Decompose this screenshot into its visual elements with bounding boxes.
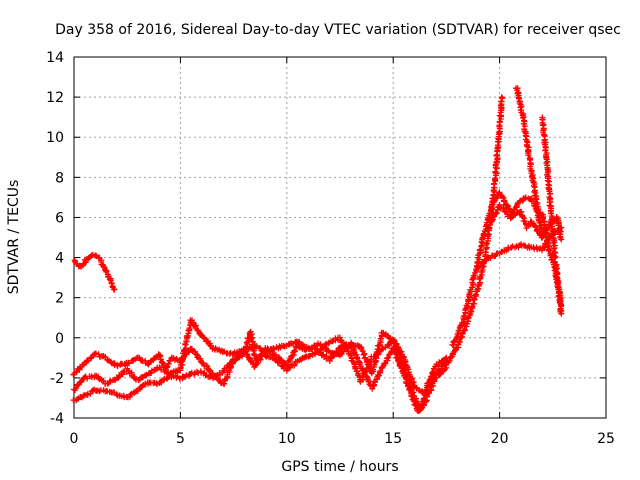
data-point-marker [92, 252, 99, 259]
x-tick-label: 0 [70, 431, 79, 447]
data-point-marker [442, 355, 449, 362]
data-point-marker [464, 318, 471, 325]
data-point-marker [253, 360, 260, 367]
data-point-marker [470, 272, 477, 279]
data-point-marker [496, 112, 503, 119]
data-point-marker [501, 198, 508, 204]
x-axis-tick-labels: 0 5 10 15 20 25 [70, 431, 615, 447]
data-point-marker [555, 222, 562, 229]
y-tick-label: 14 [46, 50, 64, 66]
data-point-marker [453, 334, 460, 341]
data-point-marker [345, 348, 352, 355]
data-point-marker [213, 373, 220, 379]
x-axis-label: GPS time / hours [281, 459, 398, 475]
chart-title: Day 358 of 2016, Sidereal Day-to-day VTE… [55, 22, 621, 38]
data-point-marker [540, 244, 547, 251]
data-point-marker [386, 335, 393, 342]
data-point-marker [558, 310, 565, 317]
series-group [71, 251, 118, 293]
data-point-marker [517, 241, 524, 248]
data-point-marker [203, 362, 210, 369]
data-point-marker [360, 367, 367, 374]
data-point-marker [385, 354, 392, 361]
data-point-marker [369, 385, 376, 392]
data-point-marker [518, 208, 525, 215]
y-tick-label: -2 [50, 371, 64, 387]
y-tick-label: 6 [55, 210, 64, 226]
data-point-marker [461, 313, 468, 320]
data-point-marker [233, 355, 240, 362]
data-point-marker [552, 254, 559, 261]
plot-area-frame [73, 56, 607, 419]
data-point-marker [477, 246, 484, 253]
data-point-marker [188, 346, 195, 353]
data-point-marker [193, 351, 200, 358]
data-point-marker [530, 183, 537, 189]
data-point-marker [111, 286, 118, 293]
data-point-marker [422, 398, 429, 405]
data-point-marker [125, 359, 132, 366]
data-point-marker [116, 373, 123, 380]
data-point-marker [201, 334, 208, 341]
data-point-marker [493, 210, 500, 217]
data-point-marker [493, 165, 500, 172]
data-point-marker [291, 347, 298, 354]
data-point-marker [347, 352, 354, 358]
series-group [70, 328, 450, 414]
y-tick-label: 12 [46, 90, 64, 106]
data-point-marker [550, 245, 557, 252]
data-point-marker [504, 202, 511, 209]
data-point-marker [489, 217, 496, 224]
x-tick-label: 10 [278, 431, 296, 447]
y-tick-label: 2 [55, 291, 64, 307]
data-point-marker [360, 351, 367, 358]
data-point-marker [446, 357, 453, 364]
data-point-marker [106, 379, 113, 386]
data-point-marker [525, 152, 532, 159]
y-tick-label: -4 [50, 411, 64, 427]
data-point-marker [492, 175, 499, 182]
data-point-marker [552, 266, 559, 273]
y-tick-label: 4 [55, 251, 64, 267]
data-point-marker [173, 374, 180, 381]
x-tick-label: 5 [176, 431, 185, 447]
series-group [539, 114, 565, 317]
data-points [70, 85, 565, 414]
data-point-marker [546, 194, 553, 201]
data-point-marker [173, 355, 180, 362]
data-point-marker [558, 236, 565, 243]
data-point-marker [474, 286, 481, 293]
data-point-marker [264, 347, 271, 354]
data-point-marker [239, 353, 245, 360]
data-point-marker [92, 350, 99, 357]
data-point-marker [125, 367, 132, 374]
data-point-marker [81, 374, 88, 381]
y-axis-tick-labels: -4 -2 0 2 4 6 8 10 12 14 [46, 50, 64, 427]
data-point-marker [165, 360, 172, 367]
x-tick-label: 15 [384, 431, 402, 447]
y-tick-label: 0 [55, 331, 64, 347]
data-point-marker [393, 341, 400, 348]
data-point-marker [539, 234, 546, 241]
data-point-marker [376, 372, 382, 379]
data-point-marker [127, 391, 134, 398]
data-point-marker [186, 325, 193, 332]
y-axis-label: SDTVAR / TECUs [6, 180, 22, 295]
data-point-marker [108, 280, 115, 287]
series-group [513, 85, 546, 241]
data-point-marker [531, 188, 538, 195]
data-point-marker [498, 94, 505, 101]
x-tick-label: 25 [597, 431, 615, 447]
data-point-marker [539, 122, 546, 129]
data-point-marker [487, 210, 494, 217]
data-point-marker [270, 345, 277, 352]
y-tick-label: 8 [55, 170, 64, 186]
y-tick-label: 10 [46, 130, 64, 146]
x-tick-label: 20 [491, 431, 509, 447]
axis-ticks [73, 56, 607, 419]
data-point-marker [329, 338, 336, 345]
